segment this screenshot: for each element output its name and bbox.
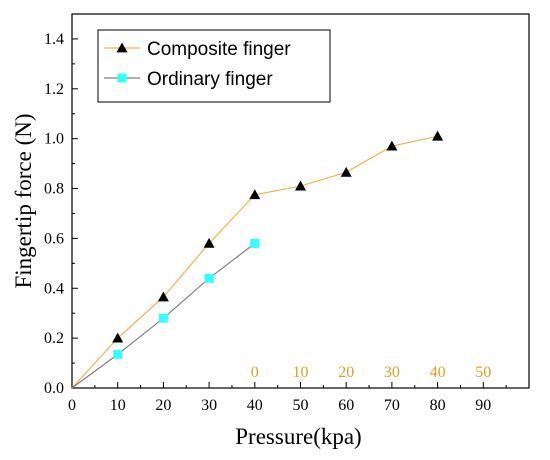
x-tick-label: 10 xyxy=(110,397,126,414)
composite-point xyxy=(203,237,215,248)
annotation-label: 50 xyxy=(475,364,491,381)
ordinary-point xyxy=(113,349,123,359)
y-tick-label: 1.0 xyxy=(44,131,64,148)
composite-point xyxy=(340,166,352,177)
y-tick-label: 0.2 xyxy=(44,330,64,347)
x-tick-label: 80 xyxy=(430,397,446,414)
y-tick-label: 0.8 xyxy=(44,181,64,198)
ordinary-point xyxy=(250,238,260,248)
legend-label-2: Ordinary finger xyxy=(147,69,273,90)
annotation-label: 10 xyxy=(293,364,309,381)
legend-marker-triangle xyxy=(116,42,128,53)
ordinary-point xyxy=(158,313,168,323)
x-tick-label: 60 xyxy=(338,397,354,414)
annotation-label: 20 xyxy=(338,364,354,381)
y-tick-label: 1.2 xyxy=(44,81,64,98)
composite-point xyxy=(432,130,444,141)
series-line-1 xyxy=(71,135,438,389)
composite-point xyxy=(112,332,124,343)
x-tick-label: 70 xyxy=(384,397,400,414)
x-tick-label: 40 xyxy=(247,397,263,414)
ordinary-point xyxy=(204,273,214,283)
x-tick-label: 50 xyxy=(293,397,309,414)
y-tick-label: 0.6 xyxy=(44,230,64,247)
x-tick-label: 30 xyxy=(201,397,217,414)
composite-point xyxy=(157,291,169,302)
annotation-label: 40 xyxy=(430,364,446,381)
legend-marker-square xyxy=(117,73,127,83)
annotation-label: 0 xyxy=(251,364,259,381)
annotation-label: 30 xyxy=(384,364,400,381)
y-tick-label: 0.4 xyxy=(44,280,64,297)
x-axis-title: Pressure(kpa) xyxy=(235,424,361,449)
x-tick-label: 90 xyxy=(475,397,491,414)
composite-point xyxy=(295,180,306,191)
x-tick-label: 20 xyxy=(155,397,171,414)
x-tick-label: 0 xyxy=(68,397,76,414)
legend-label-1: Composite finger xyxy=(147,39,291,60)
composite-point xyxy=(386,140,398,151)
y-tick-label: 1.4 xyxy=(44,31,64,48)
legend-box xyxy=(97,29,331,103)
y-tick-label: 0.0 xyxy=(44,380,64,397)
y-axis-title: Fingertip force (N) xyxy=(11,114,36,289)
composite-point xyxy=(249,189,261,200)
